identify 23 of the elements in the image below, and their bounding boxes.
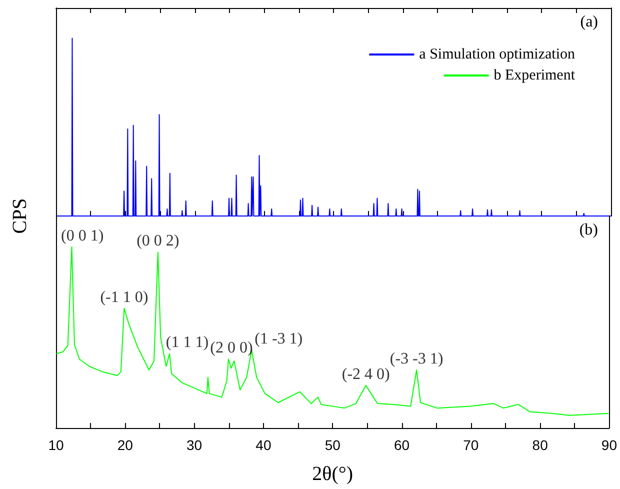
x-tick-label: 60 — [394, 437, 410, 453]
text: (b) — [579, 222, 598, 238]
text: (a) — [580, 14, 598, 30]
annotation: (-2 4 0) — [342, 366, 390, 383]
x-tick-label: 40 — [256, 437, 272, 453]
annotation: (0 0 1) — [61, 227, 104, 244]
x-tick-label: 10 — [48, 437, 64, 453]
legend-label: a Simulation optimization — [419, 46, 576, 62]
x-tick-label: 50 — [324, 437, 341, 453]
annotation: (2 0 0) — [210, 340, 253, 357]
x-tick-label: 90 — [601, 437, 618, 453]
x-tick-label: 20 — [117, 437, 134, 453]
annotation: (0 0 2) — [136, 232, 180, 250]
annotation: (1 -3 1) — [254, 330, 303, 348]
x-tick-label: 80 — [532, 437, 548, 453]
legend-label: b Experiment — [494, 68, 576, 84]
annotation: (-1 1 0) — [100, 288, 148, 306]
annotation: (1 1 1) — [166, 334, 209, 352]
x-tick-label: 30 — [186, 437, 202, 453]
y-axis-title: CPS — [9, 198, 31, 234]
annotation: (-3 -3 1) — [390, 350, 444, 368]
x-tick-label: 70 — [463, 437, 479, 453]
x-axis-title: 2θ(°) — [312, 463, 354, 485]
